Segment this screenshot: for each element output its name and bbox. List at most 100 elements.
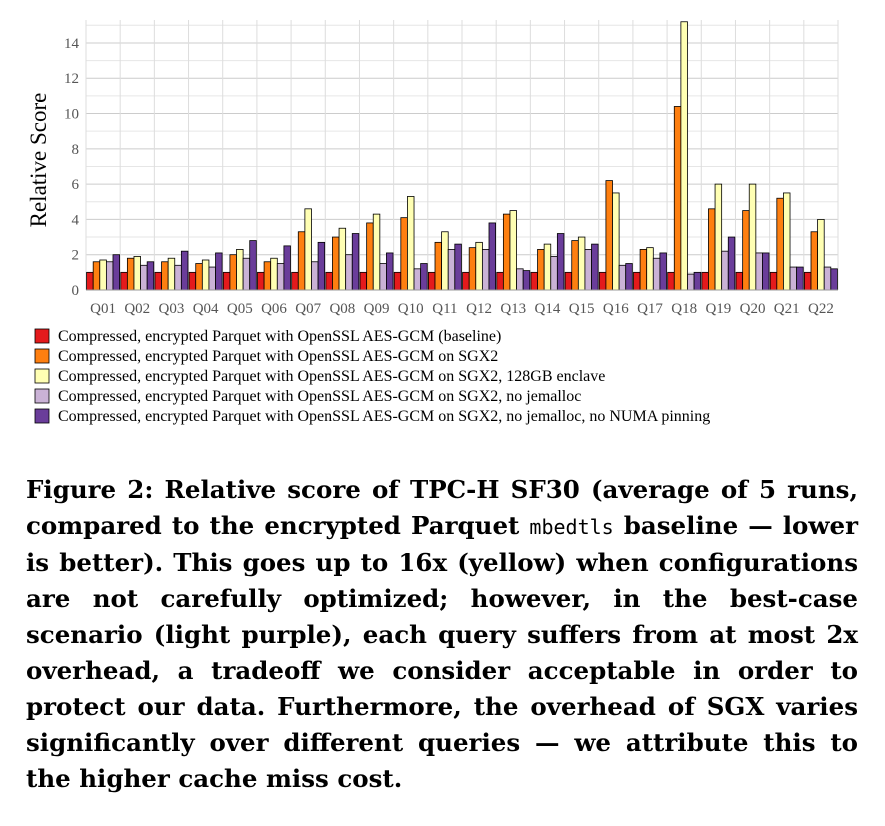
bar-q15-series-4 bbox=[584, 249, 592, 291]
axes: 0 2 4 6 8 10 12 14 Q01 Q02 Q03 Q04 Q05 Q06 Q07 Q08 Q09 Q1… bbox=[64, 36, 838, 317]
bar-q14-series-2 bbox=[537, 249, 545, 291]
bar-q18-series-5 bbox=[693, 271, 702, 291]
bar-q18-series-3 bbox=[680, 21, 688, 291]
bar-q18-series-1 bbox=[667, 271, 675, 291]
bar-q22-series-5 bbox=[830, 268, 838, 291]
bar-q02-series-3 bbox=[133, 256, 141, 291]
y-tick-label: 4 bbox=[72, 212, 80, 228]
bar-q11-series-1 bbox=[428, 271, 436, 291]
x-tick-label: Q10 bbox=[398, 301, 424, 317]
bar-q19-series-2 bbox=[708, 208, 716, 291]
bar-q17-series-4 bbox=[652, 257, 661, 291]
bar-q10-series-3 bbox=[407, 196, 415, 291]
x-tick-label: Q14 bbox=[535, 301, 561, 317]
bar-q07-series-5 bbox=[317, 241, 326, 291]
bar-q11-series-4 bbox=[447, 249, 456, 291]
x-tick-label: Q01 bbox=[90, 301, 116, 317]
bar-q07-series-3 bbox=[304, 208, 312, 291]
x-tick-label: Q22 bbox=[808, 301, 834, 317]
bar-q05-series-4 bbox=[242, 257, 251, 291]
legend-label-4: Compressed, encrypted Parquet with OpenS… bbox=[58, 388, 581, 405]
y-tick-label: 8 bbox=[72, 142, 80, 158]
bar-q09-series-1 bbox=[359, 271, 368, 291]
bar-q08-series-5 bbox=[351, 233, 360, 291]
bar-q10-series-1 bbox=[393, 271, 402, 291]
bar-q18-series-4 bbox=[687, 273, 695, 291]
bar-q14-series-4 bbox=[550, 256, 558, 291]
y-tick-label: 14 bbox=[64, 36, 80, 52]
bar-q15-series-3 bbox=[577, 236, 586, 291]
x-tick-label: Q03 bbox=[159, 301, 185, 317]
x-tick-label: Q11 bbox=[432, 301, 457, 317]
x-tick-label: Q09 bbox=[364, 301, 390, 317]
bar-q16-series-1 bbox=[598, 271, 607, 291]
grid-lines bbox=[85, 20, 839, 291]
bar-q13-series-5 bbox=[522, 270, 531, 291]
bar-q22-series-3 bbox=[817, 219, 825, 291]
caption-code: mbedtls bbox=[529, 515, 614, 539]
bar-q21-series-3 bbox=[783, 192, 791, 291]
bar-q14-series-3 bbox=[543, 243, 552, 291]
bar-q08-series-4 bbox=[345, 254, 353, 291]
bar-q04-series-3 bbox=[201, 259, 210, 291]
bar-q02-series-5 bbox=[146, 261, 155, 291]
y-tick-label: 12 bbox=[64, 71, 79, 87]
legend-label-1: Compressed, encrypted Parquet with OpenS… bbox=[58, 328, 501, 345]
x-tick-label: Q13 bbox=[500, 301, 526, 317]
bar-q04-series-1 bbox=[188, 271, 197, 291]
bar-q17-series-5 bbox=[659, 252, 667, 291]
bar-q16-series-2 bbox=[605, 180, 613, 291]
bar-q04-series-4 bbox=[208, 266, 216, 291]
bar-q04-series-5 bbox=[215, 252, 223, 291]
legend-label-2: Compressed, encrypted Parquet with OpenS… bbox=[58, 348, 498, 365]
bar-q22-series-2 bbox=[810, 231, 819, 291]
bar-q03-series-1 bbox=[154, 271, 162, 291]
bar-q20-series-4 bbox=[755, 252, 763, 291]
bar-q06-series-1 bbox=[257, 271, 265, 291]
bar-q12-series-4 bbox=[481, 249, 490, 291]
legend-swatch-3 bbox=[34, 368, 50, 384]
bar-q19-series-3 bbox=[714, 183, 723, 291]
bar-q10-series-2 bbox=[400, 217, 408, 291]
caption-text-1: Figure 2: Relative score of TPC-H SF30 (… bbox=[26, 475, 858, 540]
x-tick-label: Q17 bbox=[637, 301, 663, 317]
bar-q07-series-4 bbox=[311, 261, 319, 291]
bar-q09-series-5 bbox=[386, 252, 394, 291]
bar-q12-series-3 bbox=[475, 241, 483, 291]
bar-q03-series-5 bbox=[180, 250, 189, 291]
x-tick-label: Q07 bbox=[295, 301, 321, 317]
bar-q07-series-1 bbox=[291, 271, 299, 291]
bar-q12-series-1 bbox=[462, 271, 470, 291]
bar-q21-series-5 bbox=[796, 266, 804, 291]
bar-q16-series-4 bbox=[618, 264, 627, 291]
bar-q13-series-4 bbox=[516, 268, 524, 291]
x-tick-label: Q18 bbox=[671, 301, 697, 317]
bar-q03-series-2 bbox=[161, 261, 169, 291]
y-axis-label: Relative Score bbox=[26, 93, 51, 228]
x-tick-label: Q19 bbox=[705, 301, 731, 317]
bar-q22-series-1 bbox=[804, 271, 812, 291]
bar-q12-series-2 bbox=[468, 247, 477, 291]
bar-q17-series-1 bbox=[633, 271, 641, 291]
legend-swatch-1 bbox=[34, 328, 50, 344]
legend: Compressed, encrypted Parquet with OpenS… bbox=[34, 328, 710, 425]
x-tick-label: Q12 bbox=[466, 301, 492, 317]
bar-q05-series-1 bbox=[222, 271, 231, 291]
bar-q09-series-2 bbox=[366, 222, 374, 291]
bar-q13-series-1 bbox=[496, 271, 504, 291]
bar-q01-series-1 bbox=[86, 271, 94, 291]
bar-q18-series-2 bbox=[673, 106, 682, 291]
bar-q03-series-4 bbox=[174, 264, 182, 291]
bar-q10-series-5 bbox=[420, 263, 428, 291]
x-tick-label: Q20 bbox=[740, 301, 766, 317]
bar-q11-series-5 bbox=[454, 243, 462, 291]
legend-swatch-5 bbox=[34, 408, 50, 424]
bar-q15-series-1 bbox=[564, 271, 573, 291]
bar-q05-series-2 bbox=[229, 254, 237, 291]
bar-q09-series-4 bbox=[379, 263, 387, 291]
bar-q01-series-3 bbox=[99, 259, 107, 291]
x-tick-label: Q04 bbox=[193, 301, 219, 317]
x-tick-label: Q08 bbox=[329, 301, 355, 317]
bar-q01-series-4 bbox=[105, 261, 114, 291]
x-tick-label: Q15 bbox=[569, 301, 595, 317]
